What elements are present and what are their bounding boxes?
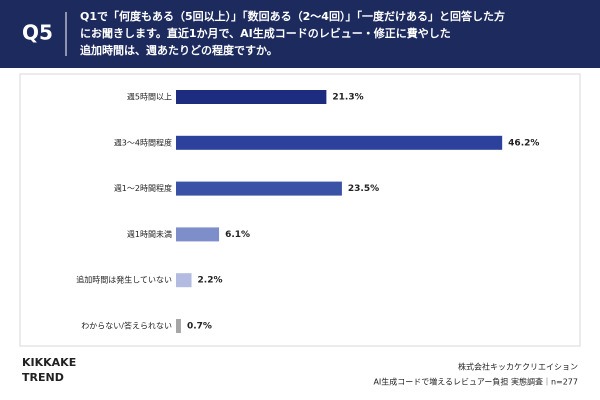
title-line: にお聞きします。直近1か月で、AI生成コードのレビュー・修正に費やした <box>80 26 451 40</box>
question-label: Q5 <box>22 21 53 45</box>
title-line: 追加時間は、週あたりどの程度ですか。 <box>80 43 278 57</box>
value-label: 6.1% <box>225 230 250 240</box>
bar <box>176 90 327 104</box>
bar <box>176 319 181 333</box>
source-line: AI生成コードで増えるレビュアー負担 実態調査｜n=277 <box>373 377 578 387</box>
title-line: Q1で「何度もある（5回以上）」「数回ある（2～4回）」「一度だけある」と回答し… <box>80 9 505 23</box>
category-label: 週3～4時間程度 <box>114 137 172 147</box>
category-label: わからない/答えられない <box>81 321 172 331</box>
value-label: 46.2% <box>508 138 539 148</box>
category-label: 週1～2時間程度 <box>114 183 172 193</box>
bar <box>176 227 220 242</box>
header-band <box>0 0 600 68</box>
category-label: 週5時間以上 <box>127 93 172 102</box>
category-label: 週1時間未満 <box>127 229 172 239</box>
value-label: 21.3% <box>332 93 363 103</box>
source-line: 株式会社キッカケクリエイション <box>458 362 578 372</box>
logo-top: KIKKAKE <box>22 356 76 369</box>
bar <box>176 273 192 288</box>
value-label: 23.5% <box>348 184 379 194</box>
plot-frame <box>19 73 581 347</box>
category-label: 追加時間は発生していない <box>76 275 172 285</box>
logo-bottom: TREND <box>22 371 64 384</box>
value-label: 0.7% <box>187 322 212 332</box>
bar <box>176 135 503 150</box>
value-label: 2.2% <box>198 276 223 286</box>
bar <box>176 181 342 196</box>
